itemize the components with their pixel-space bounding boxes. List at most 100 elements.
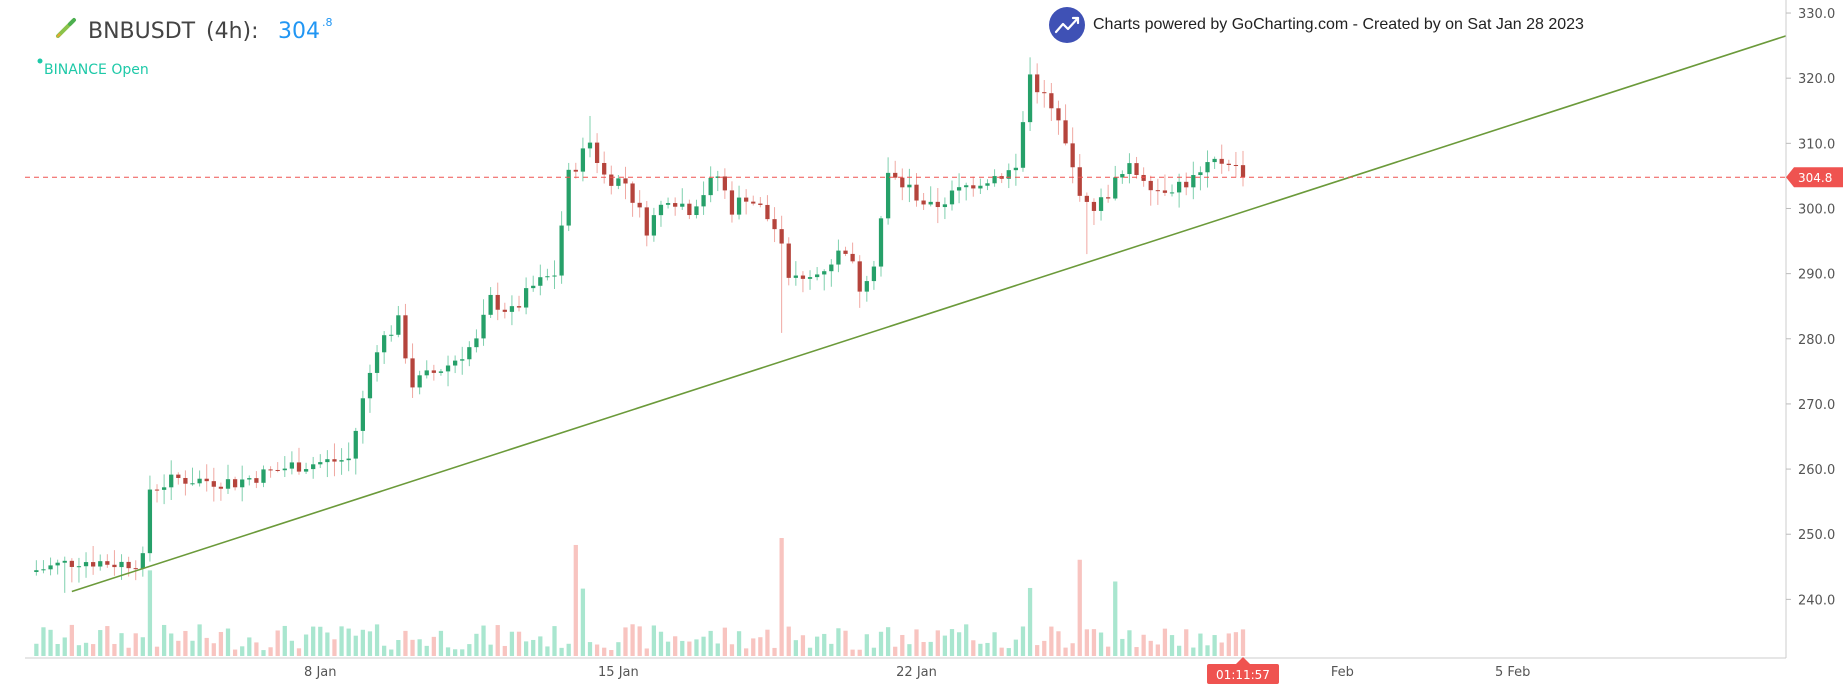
candle-down[interactable] bbox=[91, 562, 96, 567]
candle-up[interactable] bbox=[864, 281, 869, 292]
candle-down[interactable] bbox=[893, 172, 898, 178]
candle-up[interactable] bbox=[956, 187, 962, 191]
candle-up[interactable] bbox=[1169, 192, 1175, 194]
candle-down[interactable] bbox=[1091, 201, 1097, 211]
candle-up[interactable] bbox=[928, 201, 933, 205]
candle-up[interactable] bbox=[829, 264, 834, 272]
candle-down[interactable] bbox=[921, 200, 926, 205]
candle-down[interactable] bbox=[602, 162, 607, 175]
candle-down[interactable] bbox=[765, 204, 770, 220]
candle-up[interactable] bbox=[424, 370, 429, 376]
candle-down[interactable] bbox=[105, 561, 110, 565]
candle-down[interactable] bbox=[609, 174, 614, 186]
candle-down[interactable] bbox=[751, 201, 756, 204]
candle-down[interactable] bbox=[644, 207, 649, 236]
candle-down[interactable] bbox=[268, 469, 273, 471]
candle-down[interactable] bbox=[772, 219, 777, 230]
candle-up[interactable] bbox=[538, 277, 543, 286]
candle-up[interactable] bbox=[1205, 162, 1210, 173]
candle-down[interactable] bbox=[1233, 164, 1239, 166]
candle-up[interactable] bbox=[871, 266, 877, 282]
candle-down[interactable] bbox=[758, 203, 763, 205]
candle-up[interactable] bbox=[708, 177, 713, 196]
candle-down[interactable] bbox=[800, 275, 806, 279]
candle-up[interactable] bbox=[509, 306, 515, 312]
candle-down[interactable] bbox=[126, 561, 131, 569]
candle-up[interactable] bbox=[467, 347, 472, 360]
candle-up[interactable] bbox=[240, 479, 245, 488]
candle-down[interactable] bbox=[850, 253, 855, 262]
candle-up[interactable] bbox=[474, 338, 479, 348]
candle-up[interactable] bbox=[822, 271, 827, 275]
candle-up[interactable] bbox=[1006, 170, 1011, 179]
candle-up[interactable] bbox=[225, 479, 231, 489]
candle-up[interactable] bbox=[836, 250, 841, 265]
candle-up[interactable] bbox=[807, 277, 813, 279]
candle-down[interactable] bbox=[1240, 165, 1246, 178]
candle-down[interactable] bbox=[630, 183, 635, 203]
candle-up[interactable] bbox=[261, 469, 266, 483]
candle-down[interactable] bbox=[786, 243, 791, 278]
candle-up[interactable] bbox=[1120, 174, 1125, 178]
candle-down[interactable] bbox=[431, 370, 436, 373]
candle-up[interactable] bbox=[1127, 163, 1132, 175]
candle-up[interactable] bbox=[119, 561, 124, 568]
candle-up[interactable] bbox=[396, 315, 401, 335]
candle-up[interactable] bbox=[41, 569, 46, 571]
candle-down[interactable] bbox=[204, 478, 209, 482]
candle-down[interactable] bbox=[1063, 120, 1068, 144]
candle-down[interactable] bbox=[1134, 163, 1139, 175]
candle-down[interactable] bbox=[857, 261, 862, 292]
candle-down[interactable] bbox=[935, 201, 940, 208]
candle-down[interactable] bbox=[176, 474, 181, 478]
candle-up[interactable] bbox=[389, 334, 394, 336]
candle-down[interactable] bbox=[687, 203, 692, 216]
candle-up[interactable] bbox=[438, 371, 444, 373]
candle-up[interactable] bbox=[481, 314, 486, 339]
candle-up[interactable] bbox=[346, 458, 351, 461]
candle-up[interactable] bbox=[1176, 181, 1182, 193]
candle-up[interactable] bbox=[374, 352, 380, 373]
candle-up[interactable] bbox=[417, 375, 422, 388]
candle-up[interactable] bbox=[1191, 175, 1196, 188]
candle-down[interactable] bbox=[495, 294, 500, 310]
candle-up[interactable] bbox=[580, 148, 586, 172]
candle-down[interactable] bbox=[1219, 158, 1224, 164]
candle-down[interactable] bbox=[403, 315, 408, 359]
candle-up[interactable] bbox=[1098, 197, 1104, 211]
candle-up[interactable] bbox=[282, 468, 287, 471]
candle-up[interactable] bbox=[360, 398, 365, 431]
candle-down[interactable] bbox=[914, 184, 919, 201]
candle-up[interactable] bbox=[76, 566, 82, 568]
trendline[interactable] bbox=[71, 35, 1787, 593]
candle-down[interactable] bbox=[232, 479, 238, 488]
candle-up[interactable] bbox=[815, 274, 820, 278]
candle-down[interactable] bbox=[332, 459, 337, 462]
candle-up[interactable] bbox=[545, 276, 550, 278]
candle-up[interactable] bbox=[531, 285, 536, 289]
candle-up[interactable] bbox=[552, 275, 557, 277]
pencil-icon[interactable] bbox=[56, 18, 76, 38]
candle-down[interactable] bbox=[1106, 197, 1111, 199]
price-axis[interactable]: 240.0 250.0 260.0 270.0 280.0 290.0 300.0 310.0… bbox=[1785, 0, 1843, 658]
candle-up[interactable] bbox=[48, 565, 53, 570]
candle-up[interactable] bbox=[453, 360, 458, 366]
candle-up[interactable] bbox=[1198, 172, 1203, 176]
candle-up[interactable] bbox=[247, 478, 252, 480]
candle-up[interactable] bbox=[190, 483, 195, 485]
candle-down[interactable] bbox=[722, 176, 727, 191]
candle-up[interactable] bbox=[985, 183, 990, 186]
candle-down[interactable] bbox=[843, 250, 848, 254]
candle-down[interactable] bbox=[1042, 92, 1047, 94]
candle-up[interactable] bbox=[460, 359, 465, 361]
candle-down[interactable] bbox=[211, 481, 216, 487]
candle-up[interactable] bbox=[1027, 74, 1033, 123]
candle-down[interactable] bbox=[1155, 190, 1160, 192]
candle-up[interactable] bbox=[949, 190, 955, 205]
candle-up[interactable] bbox=[325, 459, 330, 463]
candle-up[interactable] bbox=[445, 365, 451, 372]
candle-down[interactable] bbox=[729, 190, 735, 215]
candle-up[interactable] bbox=[701, 195, 706, 207]
